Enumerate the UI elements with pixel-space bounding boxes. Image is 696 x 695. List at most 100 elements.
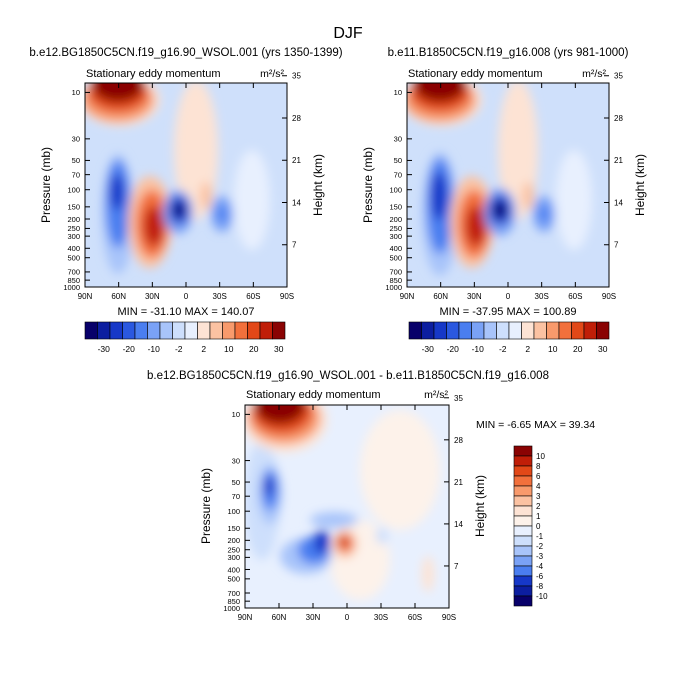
- y-tick-label-right: 14: [292, 198, 301, 207]
- colorbar-label: 0: [536, 522, 541, 531]
- colorbar-label: 30: [598, 344, 608, 354]
- panel-3-units: m²/s²: [424, 389, 448, 401]
- colorbar-swatch: [197, 321, 211, 340]
- colorbar-swatch: [533, 321, 547, 340]
- colorbar-swatch: [184, 321, 198, 340]
- colorbar-swatch: [134, 321, 148, 340]
- y-tick-label-right: 21: [614, 156, 623, 165]
- y-tick-label: 10: [394, 88, 402, 97]
- y-tick-label: 1000: [385, 283, 402, 292]
- panel-1-minmax: MIN = -31.10 MAX = 140.07: [118, 306, 255, 318]
- colorbar-swatch: [546, 321, 560, 340]
- y-tick-label: 10: [72, 88, 80, 97]
- x-tick-label: 90S: [602, 292, 616, 301]
- panel-1-colorbar: -30 -20 -10 -2 2 10 20 30: [84, 321, 286, 354]
- x-tick-label: 0: [345, 613, 350, 622]
- colorbar-label: 3: [536, 492, 541, 501]
- colorbar-swatch: [513, 485, 533, 497]
- colorbar-label: 8: [536, 462, 541, 471]
- colorbar-swatch: [596, 321, 610, 340]
- panel-3-ylabel: Pressure (mb): [199, 468, 213, 544]
- colorbar-swatch: [446, 321, 460, 340]
- y-tick-label: 850: [227, 597, 240, 606]
- x-tick-label: 60N: [272, 613, 287, 622]
- y-tick-label: 300: [227, 553, 240, 562]
- colorbar-swatch: [513, 505, 533, 517]
- y-tick-label: 200: [227, 536, 240, 545]
- y-tick-label-right: 35: [454, 394, 463, 403]
- y-tick-label: 70: [72, 170, 80, 179]
- colorbar-swatch: [458, 321, 472, 340]
- colorbar-swatch: [571, 321, 585, 340]
- panel-2-ylabel-right: Height (km): [633, 154, 647, 216]
- panel-3-subtitle: Stationary eddy momentum: [246, 389, 381, 401]
- x-tick-label: 30S: [535, 292, 549, 301]
- colorbar-label: -6: [536, 572, 544, 581]
- y-tick-label: 500: [67, 254, 80, 263]
- colorbar-swatch: [172, 321, 186, 340]
- colorbar-label: -10: [536, 592, 548, 601]
- y-tick-label: 300: [67, 232, 80, 241]
- colorbar-swatch: [513, 565, 533, 577]
- colorbar-swatch: [97, 321, 111, 340]
- colorbar-label: 20: [249, 344, 259, 354]
- panel-2-axes: 90N 60N 30N 0 30S 60S 90S103050701001502002503…: [385, 72, 623, 301]
- colorbar-label: 4: [536, 482, 541, 491]
- colorbar-swatch: [583, 321, 597, 340]
- colorbar-swatch: [147, 321, 161, 340]
- colorbar-swatch: [513, 575, 533, 587]
- colorbar-label: -2: [175, 344, 183, 354]
- panel-1-title: b.e12.BG1850C5CN.f19_g16.90_WSOL.001 (yr…: [29, 47, 342, 59]
- colorbar-label: -3: [536, 552, 544, 561]
- colorbar-swatch: [508, 321, 522, 340]
- panel-2-title: b.e11.B1850C5CN.f19_g16.008 (yrs 981-100…: [388, 47, 629, 59]
- y-tick-label: 300: [389, 232, 402, 241]
- colorbar-swatch: [513, 585, 533, 597]
- y-tick-label: 1000: [223, 604, 240, 613]
- y-tick-label: 200: [389, 215, 402, 224]
- colorbar-swatch: [433, 321, 447, 340]
- x-tick-label: 0: [506, 292, 511, 301]
- y-tick-label: 500: [227, 575, 240, 584]
- colorbar-swatch: [513, 465, 533, 477]
- y-tick-label: 400: [227, 565, 240, 574]
- colorbar-label: 2: [536, 502, 541, 511]
- y-tick-label: 100: [227, 507, 240, 516]
- panel-2-ylabel: Pressure (mb): [361, 147, 375, 223]
- colorbar-label: -30: [422, 344, 435, 354]
- y-tick-label: 30: [232, 456, 240, 465]
- colorbar-label: 20: [573, 344, 583, 354]
- colorbar-label: -20: [447, 344, 460, 354]
- colorbar-swatch: [513, 595, 533, 607]
- panel-3-minmax: MIN = -6.65 MAX = 39.34: [476, 419, 595, 431]
- y-tick-label: 70: [232, 492, 240, 501]
- colorbar-swatch: [222, 321, 236, 340]
- y-tick-label-right: 14: [454, 520, 463, 529]
- colorbar-swatch: [496, 321, 510, 340]
- panel-1-axes: 90N 60N 30N 0 30S 60S 90S103050701001502002503…: [63, 72, 301, 301]
- panel-1-ylabel-right: Height (km): [311, 154, 325, 216]
- colorbar-label: -30: [98, 344, 111, 354]
- x-tick-label: 60S: [568, 292, 582, 301]
- panel-3-ylabel-right: Height (km): [473, 475, 487, 537]
- y-tick-label: 500: [389, 254, 402, 263]
- colorbar-label: 30: [274, 344, 284, 354]
- colorbar-label: 10: [224, 344, 234, 354]
- y-tick-label: 50: [394, 156, 402, 165]
- panel-3: b.e12.BG1850C5CN.f19_g16.90_WSOL.001 - b…: [147, 370, 595, 622]
- colorbar-swatch: [408, 321, 422, 340]
- y-tick-label: 30: [72, 135, 80, 144]
- colorbar-label: -2: [536, 542, 544, 551]
- colorbar-swatch: [272, 321, 286, 340]
- panel-1: b.e12.BG1850C5CN.f19_g16.90_WSOL.001 (yr…: [29, 47, 342, 354]
- y-tick-label: 700: [227, 589, 240, 598]
- colorbar-swatch: [521, 321, 535, 340]
- colorbar-swatch: [513, 535, 533, 547]
- colorbar-swatch: [247, 321, 261, 340]
- page-title: DJF: [333, 25, 363, 42]
- colorbar-swatch: [84, 321, 98, 340]
- y-tick-label: 1000: [63, 283, 80, 292]
- colorbar-label: -10: [472, 344, 485, 354]
- colorbar-label: -20: [123, 344, 136, 354]
